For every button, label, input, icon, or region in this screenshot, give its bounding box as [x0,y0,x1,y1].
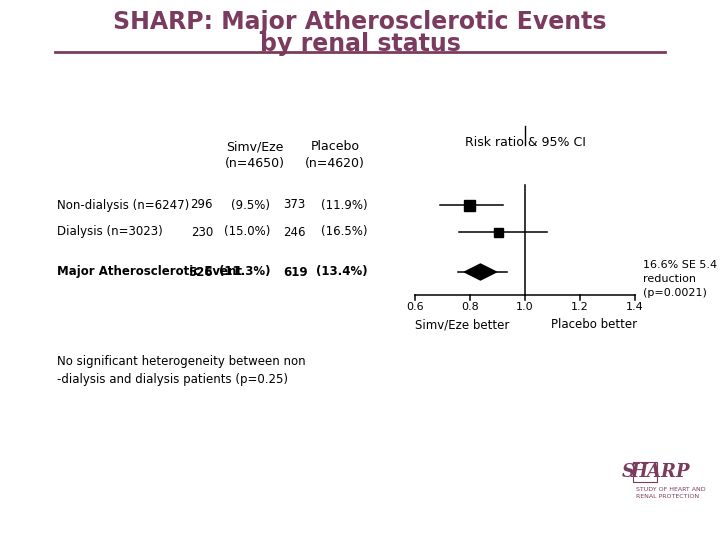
Polygon shape [464,264,497,280]
Text: Simv/Eze better: Simv/Eze better [415,318,509,331]
Bar [495,227,503,237]
Text: 0.6: 0.6 [406,302,424,312]
Text: Placebo
(n=4620): Placebo (n=4620) [305,140,365,170]
Text: 246: 246 [283,226,305,239]
Text: No significant heterogeneity between non
-dialysis and dialysis patients (p=0.25: No significant heterogeneity between non… [57,355,305,386]
Bar [464,199,474,211]
Text: by renal status: by renal status [260,32,460,56]
Text: HARP: HARP [630,463,690,481]
Text: Risk ratio & 95% CI: Risk ratio & 95% CI [464,136,585,149]
Text: Simv/Eze
(n=4650): Simv/Eze (n=4650) [225,140,285,170]
Text: Dialysis (n=3023): Dialysis (n=3023) [57,226,163,239]
Text: 1.2: 1.2 [571,302,589,312]
Text: S: S [622,463,635,481]
Text: 296: 296 [191,199,213,212]
Text: Placebo better: Placebo better [551,318,636,331]
Text: 16.6% SE 5.4
reduction
(p=0.0021): 16.6% SE 5.4 reduction (p=0.0021) [643,260,717,298]
Text: 1.0: 1.0 [516,302,534,312]
Text: (15.0%): (15.0%) [224,226,270,239]
Text: Major Atherosclerotic Event: Major Atherosclerotic Event [57,266,242,279]
Text: (13.4%): (13.4%) [316,266,368,279]
Text: STUDY OF HEART AND
RENAL PROTECTION: STUDY OF HEART AND RENAL PROTECTION [636,487,706,498]
Text: (11.9%): (11.9%) [321,199,368,212]
Text: Non-dialysis (n=6247): Non-dialysis (n=6247) [57,199,189,212]
Text: SHARP: Major Atherosclerotic Events: SHARP: Major Atherosclerotic Events [113,10,607,34]
Text: 230: 230 [191,226,213,239]
Text: 1.4: 1.4 [626,302,644,312]
Text: 373: 373 [283,199,305,212]
Text: (9.5%): (9.5%) [231,199,270,212]
Text: (16.5%): (16.5%) [322,226,368,239]
Text: 526: 526 [189,266,213,279]
Text: (11.3%): (11.3%) [218,266,270,279]
Text: 619: 619 [283,266,307,279]
Text: 0.8: 0.8 [461,302,479,312]
